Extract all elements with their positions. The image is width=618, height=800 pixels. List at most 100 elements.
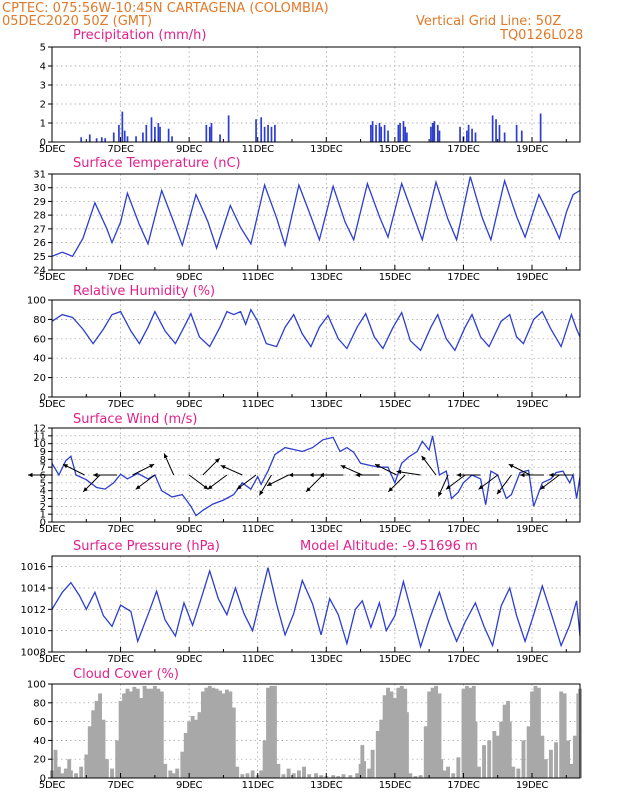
precip-bar xyxy=(167,128,170,142)
cloud-bar xyxy=(84,754,89,778)
wind-arrow-head xyxy=(438,491,443,497)
x-tick-label: 15DEC xyxy=(379,272,412,283)
cloud-bar xyxy=(152,685,157,778)
wind-arrow-head xyxy=(478,485,484,490)
cloud-cover-title: Cloud Cover (%) xyxy=(73,667,179,682)
cloud-bar xyxy=(516,768,521,778)
x-tick-label: 15DEC xyxy=(379,780,412,791)
cloud-bar xyxy=(461,688,466,778)
cloud-bar xyxy=(245,773,250,778)
cloud-bar xyxy=(122,693,126,778)
y-tick-label: 25 xyxy=(33,252,46,263)
panel-frame xyxy=(51,46,581,143)
wind-line xyxy=(51,435,581,517)
precip-bar xyxy=(467,124,470,142)
x-tick-label: 5DEC xyxy=(39,272,65,283)
wind-arrow-head xyxy=(355,472,360,478)
y-tick-label: 2 xyxy=(40,502,46,513)
cloud-bar xyxy=(572,735,577,778)
precip-bar xyxy=(399,123,401,142)
y-tick-label: 30 xyxy=(33,183,46,194)
x-tick-label: 7DEC xyxy=(107,524,133,535)
precip-bar xyxy=(270,126,273,142)
cloud-bar xyxy=(382,695,387,778)
precip-bar xyxy=(474,132,477,142)
cloud-bar xyxy=(375,731,380,778)
cloud-bar xyxy=(487,740,492,778)
wind-arrow-head xyxy=(28,472,33,478)
y-tick-label: 31 xyxy=(33,170,46,181)
y-tick-label: 24 xyxy=(33,266,46,277)
cloud-bar xyxy=(427,691,432,778)
cloud-bar xyxy=(482,745,486,778)
precip-bar xyxy=(121,111,124,142)
x-tick-label: 9DEC xyxy=(176,654,202,665)
precip-bar xyxy=(205,124,208,142)
y-tick-label: 2 xyxy=(40,100,46,111)
y-tick-label: 40 xyxy=(33,354,46,365)
cloud-bar xyxy=(418,775,423,778)
cloud-bar xyxy=(437,693,442,778)
x-tick-label: 11DEC xyxy=(242,524,275,535)
cloud-bar xyxy=(98,693,102,778)
cloud-bar xyxy=(214,688,219,778)
pressure-line xyxy=(51,567,581,650)
wind-arrow-head xyxy=(340,465,346,470)
wind-arrow-head xyxy=(456,472,462,478)
y-tick-label: 4 xyxy=(40,62,46,73)
wind-title: Surface Wind (m/s) xyxy=(73,412,197,427)
cloud-bar xyxy=(434,685,438,778)
x-tick-label: 9DEC xyxy=(176,144,202,155)
cloud-bar xyxy=(101,719,106,778)
wind-arrow-head xyxy=(520,472,525,478)
wind-arrow-head xyxy=(259,490,264,496)
cloud-bar xyxy=(379,719,384,778)
cloud-bar xyxy=(548,749,553,778)
x-tick-label: 11DEC xyxy=(242,654,275,665)
humidity-title: Relative Humidity (%) xyxy=(73,284,215,299)
x-tick-label: 9DEC xyxy=(176,780,202,791)
x-tick-label: 5DEC xyxy=(39,524,65,535)
cloud-bar xyxy=(362,761,366,778)
wind-arrow-head xyxy=(93,472,98,478)
cloud-bar xyxy=(110,768,114,778)
y-tick-label: 40 xyxy=(33,736,46,747)
cloud-bar xyxy=(530,691,534,778)
cloud-bar xyxy=(194,719,198,778)
cloud-bar xyxy=(430,687,435,778)
x-tick-label: 19DEC xyxy=(516,399,549,410)
cloud-bar xyxy=(200,691,205,778)
cloud-bar xyxy=(87,726,92,778)
cloud-bar xyxy=(60,773,65,778)
x-tick-label: 7DEC xyxy=(107,399,133,410)
y-tick-label: 100 xyxy=(27,296,46,307)
cloud-bar xyxy=(156,688,161,778)
cloud-bar xyxy=(367,768,372,778)
temperature-title: Surface Temperature (nC) xyxy=(73,156,241,171)
header-station-line: CPTEC: 075:56W-10:45N CARTAGENA (COLOMBI… xyxy=(2,1,329,16)
wind-arrow-head xyxy=(396,469,402,475)
cloud-bar xyxy=(559,691,564,778)
wind-arrow-head xyxy=(508,464,514,469)
y-tick-label: 0 xyxy=(40,774,46,785)
cloud-bar xyxy=(464,685,469,778)
wind-arrow-head xyxy=(309,472,314,478)
header-date-line: 05DEC2020 50Z (GMT) xyxy=(2,14,152,29)
x-tick-label: 19DEC xyxy=(516,780,549,791)
y-tick-label: 4 xyxy=(40,486,46,497)
precip-bar xyxy=(438,130,441,142)
cloud-bar xyxy=(473,721,478,778)
cloud-bar xyxy=(224,689,229,778)
cloud-bar xyxy=(168,770,173,778)
cloud-bar xyxy=(281,774,286,778)
cloud-bar xyxy=(146,688,150,778)
cloud-bar xyxy=(442,770,447,778)
y-tick-label: 1 xyxy=(40,119,46,130)
cloud-bar xyxy=(286,768,291,778)
precip-bar xyxy=(104,138,107,142)
header-grid-note: Vertical Grid Line: 50Z xyxy=(416,14,561,29)
cloud-bar xyxy=(269,685,274,778)
precip-bar xyxy=(515,124,518,142)
x-tick-label: 13DEC xyxy=(310,272,343,283)
